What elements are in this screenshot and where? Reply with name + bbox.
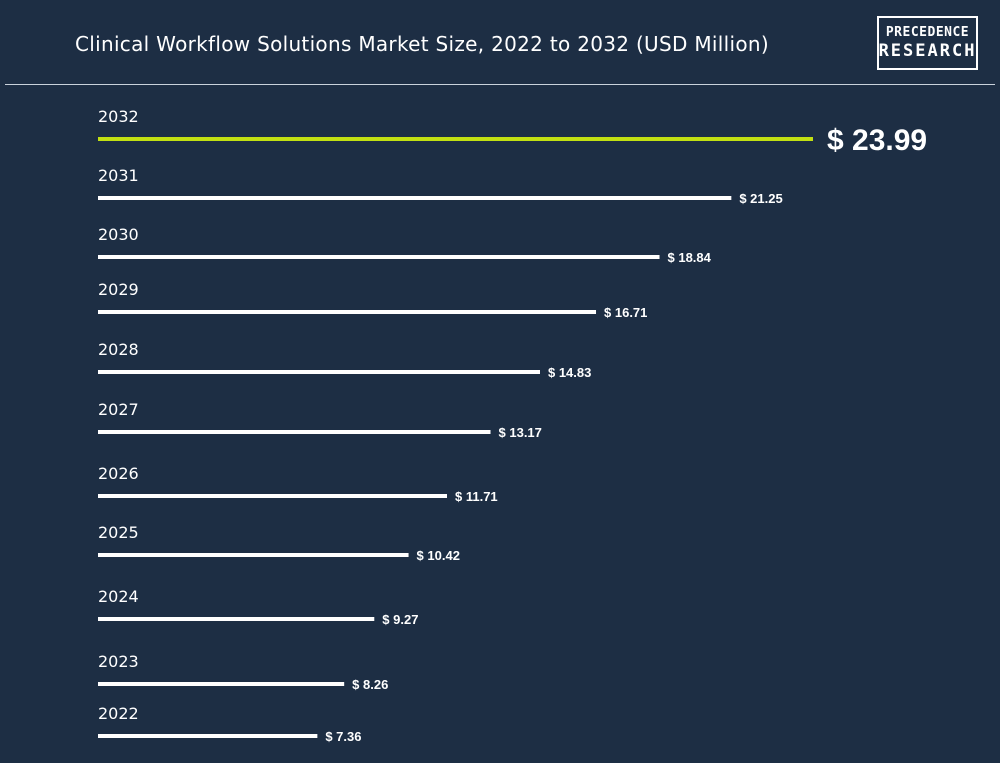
value-label-2022: $ 7.36: [325, 729, 361, 744]
value-label-2026: $ 11.71: [455, 489, 498, 504]
logo-line-1: PRECEDENCE: [885, 25, 970, 40]
bar-2022: [98, 734, 318, 738]
bar-2031: [98, 196, 732, 200]
bar-2024: [98, 617, 375, 621]
bar-2027: [98, 430, 491, 434]
chart-title: Clinical Workflow Solutions Market Size,…: [75, 32, 769, 56]
precedence-research-logo: PRECEDENCE RESEARCH: [877, 16, 978, 70]
value-label-2031: $ 21.25: [739, 191, 782, 206]
bar-2023: [98, 682, 345, 686]
value-label-2027: $ 13.17: [499, 425, 542, 440]
value-label-2029: $ 16.71: [604, 305, 647, 320]
year-label-2028: 2028: [98, 340, 139, 359]
year-label-2031: 2031: [98, 166, 139, 185]
year-label-2029: 2029: [98, 280, 139, 299]
bar-2032: [98, 137, 813, 141]
bar-2025: [98, 553, 409, 557]
value-label-2023: $ 8.26: [352, 677, 388, 692]
header-divider: [5, 84, 995, 85]
bar-2028: [98, 370, 540, 374]
year-label-2027: 2027: [98, 400, 139, 419]
bar-2029: [98, 310, 597, 314]
value-label-2030: $ 18.84: [668, 250, 712, 265]
year-label-2022: 2022: [98, 704, 139, 723]
value-label-2025: $ 10.42: [417, 548, 460, 563]
bar-2030: [98, 255, 660, 259]
logo-line-2: RESEARCH: [878, 41, 977, 61]
year-label-2030: 2030: [98, 225, 139, 244]
value-label-2032: $ 23.99: [827, 124, 927, 157]
bar-2026: [98, 494, 448, 498]
year-label-2024: 2024: [98, 587, 139, 606]
year-label-2026: 2026: [98, 464, 139, 483]
year-label-2032: 2032: [98, 107, 139, 126]
value-label-2024: $ 9.27: [382, 612, 418, 627]
year-label-2025: 2025: [98, 523, 139, 542]
value-label-2028: $ 14.83: [548, 365, 591, 380]
year-label-2023: 2023: [98, 652, 139, 671]
